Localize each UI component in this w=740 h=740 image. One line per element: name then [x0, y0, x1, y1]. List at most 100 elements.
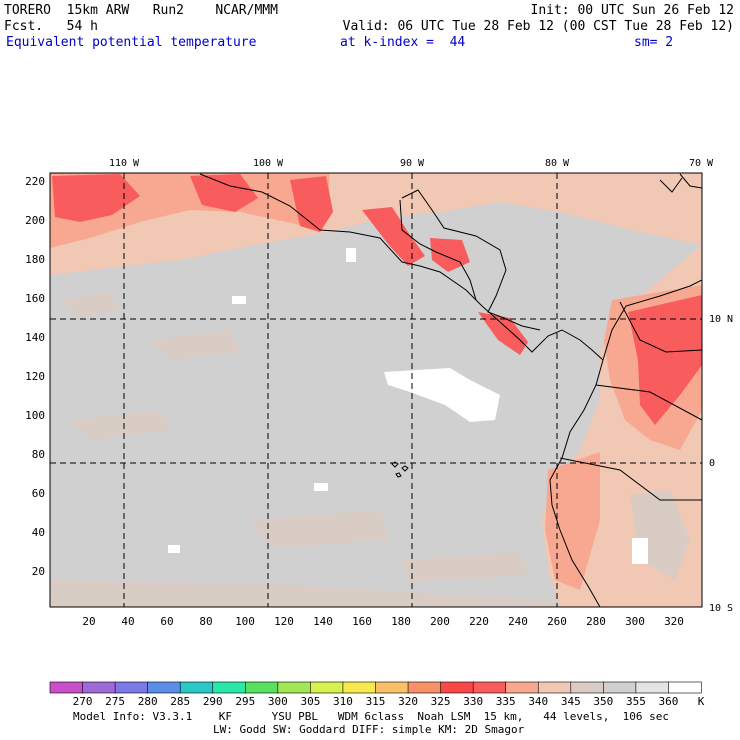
ocean-patch [60, 292, 120, 318]
colorbar-level-label: 275 [105, 695, 125, 708]
x-tick-label: 60 [160, 615, 173, 628]
latitude-labels: 10 N 0 10 S [709, 314, 733, 614]
cool-patch-white [384, 368, 500, 422]
y-tick-label: 80 [32, 448, 45, 461]
map-frame [49, 172, 703, 608]
ocean-patch [150, 330, 240, 360]
y-tick-label: 40 [32, 526, 45, 539]
caribbean-island [679, 173, 702, 189]
x-tick-label: 200 [430, 615, 450, 628]
y-index-ticks: 220 200 180 160 140 120 100 80 60 40 20 [25, 175, 45, 578]
x-tick-label: 40 [121, 615, 134, 628]
colorbar-swatch [440, 681, 474, 694]
x-tick-label: 140 [313, 615, 333, 628]
colorbar-level-label: 270 [73, 695, 93, 708]
colorbar-level-label: 330 [463, 695, 483, 708]
colorbar-swatch [472, 681, 507, 694]
cool-patch-white [632, 538, 648, 564]
y-tick-label: 100 [25, 409, 45, 422]
border-honduras-nicaragua [435, 251, 477, 301]
lon-label: 100 W [253, 158, 284, 169]
y-tick-label: 200 [25, 214, 45, 227]
x-tick-label: 180 [391, 615, 411, 628]
x-tick-label: 120 [274, 615, 294, 628]
ocean-patch [70, 410, 170, 440]
cool-patch-white [314, 483, 328, 491]
lat-label: 10 S [709, 603, 733, 614]
south-america-pacific-coast [549, 359, 604, 607]
south-america-caribbean-coast [602, 279, 702, 361]
x-tick-label: 320 [664, 615, 684, 628]
hot-zone-colombia [628, 295, 702, 425]
smoothing-info: sm= 2 [634, 35, 674, 50]
colorbar-swatch [375, 681, 409, 694]
cool-patch-white [168, 545, 180, 553]
hot-zone-nw [52, 174, 140, 222]
colorbar-swatch [82, 681, 116, 694]
cool-patch-white [346, 248, 356, 262]
central-america-caribbean-coast [401, 189, 541, 331]
cool-patch-white [232, 296, 246, 304]
colorbar-swatch [505, 681, 539, 694]
colorbar-swatch [537, 681, 572, 694]
colorbar-level-label: 300 [268, 695, 288, 708]
x-tick-label: 260 [547, 615, 567, 628]
colorbar-level-label: 360 [659, 695, 679, 708]
y-tick-label: 220 [25, 175, 45, 188]
lon-label: 80 W [545, 158, 570, 169]
central-america-pacific-coast [199, 173, 604, 361]
colorbar-level-label: 350 [593, 695, 613, 708]
x-tick-label: 300 [625, 615, 645, 628]
lon-label: 90 W [400, 158, 425, 169]
y-tick-label: 180 [25, 253, 45, 266]
longitude-labels: 110 W 100 W 90 W 80 W 70 W [109, 158, 714, 169]
x-tick-label: 280 [586, 615, 606, 628]
border-guatemala-mexico [399, 199, 437, 253]
lat-label: 10 N [709, 314, 733, 325]
border-colombia-ecuador-peru [595, 384, 702, 421]
colorbar-level-label: 315 [366, 695, 386, 708]
coastlines [199, 173, 702, 607]
x-tick-label: 160 [352, 615, 372, 628]
x-tick-label: 20 [82, 615, 95, 628]
y-tick-label: 20 [32, 565, 45, 578]
colorbar-swatch [310, 681, 344, 694]
y-tick-label: 120 [25, 370, 45, 383]
colorbar-swatch [570, 681, 604, 694]
forecast-hour: Fcst. 54 h [4, 19, 98, 34]
colorbar-swatch [635, 681, 670, 694]
field-name: Equivalent potential temperature [6, 35, 257, 50]
model-info: Model Info: V3.3.1 KF YSU PBL WDM 6class… [73, 710, 670, 723]
x-tick-label: 240 [508, 615, 528, 628]
lon-label: 70 W [689, 158, 714, 169]
graticule [50, 173, 702, 607]
colorbar-level-label: 325 [431, 695, 451, 708]
colorbar-level-label: 355 [626, 695, 646, 708]
colorbar-level-label: 320 [398, 695, 418, 708]
colorbar-level-label: 295 [235, 695, 255, 708]
level-info: at k-index = 44 [340, 35, 466, 50]
colorbar [49, 681, 702, 694]
x-tick-label: 100 [235, 615, 255, 628]
colorbar-swatch [147, 681, 181, 694]
colorbar-level-label: 310 [333, 695, 353, 708]
colorbar-level-label: 280 [138, 695, 158, 708]
warm-zone-peru-coast [545, 452, 600, 590]
y-tick-label: 140 [25, 331, 45, 344]
colorbar-level-label: 285 [170, 695, 190, 708]
colorbar-level-label: 305 [300, 695, 320, 708]
colorbar-unit: K [698, 695, 705, 708]
hot-zone-north [190, 174, 258, 212]
colorbar-level-label: 290 [203, 695, 223, 708]
init-time: Init: 00 UTC Sun 26 Feb 12 [530, 3, 735, 18]
hot-zone-honduras [430, 238, 470, 272]
hot-zone-mexico-south [290, 176, 333, 232]
colorbar-swatch [245, 681, 279, 694]
border-peru-brazil [559, 457, 702, 501]
valid-time: Valid: 06 UTC Tue 28 Feb 12 (00 CST Tue … [342, 19, 734, 34]
colorbar-swatch [179, 681, 214, 694]
border-colombia-venezuela [619, 301, 702, 353]
colorbar-swatch [668, 681, 702, 694]
map-panel [50, 173, 702, 607]
